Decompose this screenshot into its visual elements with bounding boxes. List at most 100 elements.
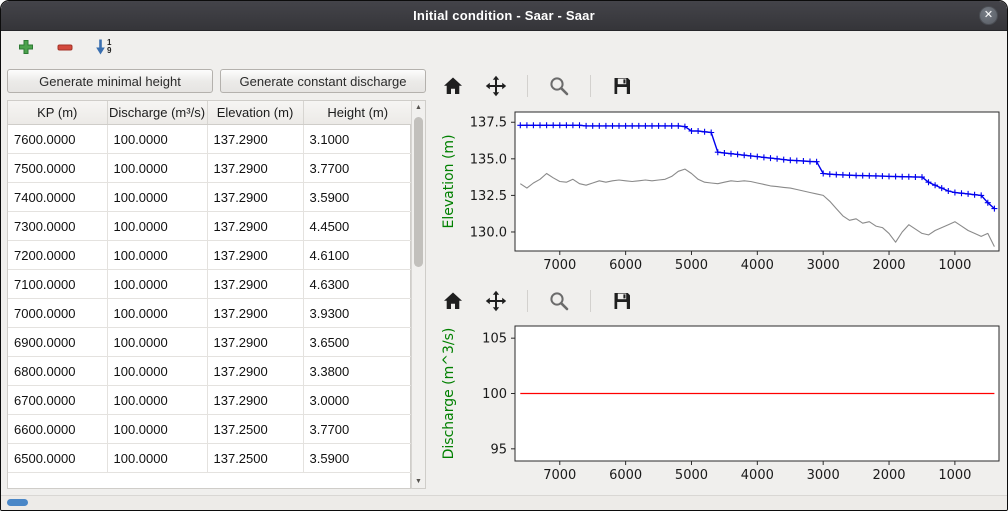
table-cell[interactable]: 100.0000 [107,183,207,212]
svg-text:Discharge (m^3/s): Discharge (m^3/s) [441,328,457,460]
table-cell[interactable]: 3.5900 [303,183,412,212]
window-title: Initial condition - Saar - Saar [413,8,595,23]
save-button[interactable] [610,74,634,98]
table-cell[interactable]: 137.2900 [207,125,303,154]
horizontal-scrollbar[interactable] [1,495,1007,510]
table-cell[interactable]: 6700.0000 [8,386,107,415]
column-header[interactable]: KP (m) [8,101,107,125]
table-cell[interactable]: 7000.0000 [8,299,107,328]
table-cell[interactable]: 3.9300 [303,299,412,328]
vertical-scrollbar-thumb[interactable] [414,117,423,267]
table-cell[interactable]: 137.2900 [207,154,303,183]
home-icon [442,75,464,97]
column-header[interactable]: Elevation (m) [207,101,303,125]
discharge-plot[interactable]: 700060005000400030002000100095100105Disc… [435,316,1005,496]
table-row: 6900.0000100.0000137.29003.6500 [8,328,412,357]
column-header[interactable]: Discharge (m³/s) [107,101,207,125]
table-cell[interactable]: 137.2900 [207,328,303,357]
generate-minimal-height-button[interactable]: Generate minimal height [7,69,213,93]
table-cell[interactable]: 7200.0000 [8,241,107,270]
table-cell[interactable]: 3.3800 [303,357,412,386]
table-cell[interactable]: 137.2900 [207,299,303,328]
pan-icon [485,75,507,97]
table-row: 7100.0000100.0000137.29004.6300 [8,270,412,299]
table-cell[interactable]: 100.0000 [107,328,207,357]
table-row: 7000.0000100.0000137.29003.9300 [8,299,412,328]
home-icon [442,290,464,312]
table-cell[interactable]: 100.0000 [107,212,207,241]
table-cell[interactable]: 3.7700 [303,415,412,444]
home-button[interactable] [441,289,465,313]
scroll-up-icon[interactable]: ▲ [412,104,425,111]
table-row: 7600.0000100.0000137.29003.1000 [8,125,412,154]
table-cell[interactable]: 6800.0000 [8,357,107,386]
svg-text:7000: 7000 [543,468,576,483]
table-cell[interactable]: 100.0000 [107,241,207,270]
delete-row-button[interactable] [54,36,76,58]
sort-arrow-icon [95,38,106,56]
sort-button[interactable]: 1 9 [93,36,113,58]
table-row: 7400.0000100.0000137.29003.5900 [8,183,412,212]
toolbar-separator [527,290,528,312]
table-cell[interactable]: 3.7700 [303,154,412,183]
toolbar-separator [527,75,528,97]
table-cell[interactable]: 3.6500 [303,328,412,357]
table-cell[interactable]: 7500.0000 [8,154,107,183]
svg-text:1000: 1000 [938,258,971,273]
pan-button[interactable] [484,74,508,98]
table-cell[interactable]: 137.2900 [207,270,303,299]
table-cell[interactable]: 3.5900 [303,444,412,473]
add-row-button[interactable] [15,36,37,58]
svg-text:2000: 2000 [872,468,905,483]
table-cell[interactable]: 7600.0000 [8,125,107,154]
pan-button[interactable] [484,289,508,313]
table-cell[interactable]: 4.6300 [303,270,412,299]
table-cell[interactable]: 6900.0000 [8,328,107,357]
table-cell[interactable]: 137.2900 [207,212,303,241]
column-header[interactable]: Height (m) [303,101,412,125]
table-cell[interactable]: 100.0000 [107,299,207,328]
elevation-plot[interactable]: 7000600050004000300020001000130.0132.513… [435,102,1005,286]
table-cell[interactable]: 100.0000 [107,125,207,154]
table-cell[interactable]: 137.2900 [207,386,303,415]
main-toolbar: 1 9 [1,30,1007,63]
table-cell[interactable]: 3.0000 [303,386,412,415]
table-cell[interactable]: 100.0000 [107,154,207,183]
table-cell[interactable]: 6600.0000 [8,415,107,444]
table-cell[interactable]: 100.0000 [107,444,207,473]
scroll-down-icon[interactable]: ▼ [412,478,425,485]
close-button[interactable]: ✕ [979,6,998,25]
table-cell[interactable]: 100.0000 [107,386,207,415]
vertical-scrollbar[interactable]: ▲ ▼ [411,100,426,489]
table-cell[interactable]: 137.2500 [207,415,303,444]
table-cell[interactable]: 4.4500 [303,212,412,241]
table-cell[interactable]: 6500.0000 [8,444,107,473]
zoom-button[interactable] [547,74,571,98]
window: Initial condition - Saar - Saar ✕ 1 [0,0,1008,511]
table-cell[interactable]: 3.1000 [303,125,412,154]
table-cell[interactable]: 7100.0000 [8,270,107,299]
table-cell[interactable]: 137.2500 [207,444,303,473]
table-cell[interactable]: 4.6100 [303,241,412,270]
svg-text:1000: 1000 [938,468,971,483]
table-cell[interactable]: 100.0000 [107,357,207,386]
table-cell[interactable]: 100.0000 [107,270,207,299]
save-button[interactable] [610,289,634,313]
zoom-button[interactable] [547,289,571,313]
svg-text:5000: 5000 [675,468,708,483]
table-cell[interactable]: 137.2900 [207,357,303,386]
table-cell[interactable]: 137.2900 [207,241,303,270]
table-row: 6800.0000100.0000137.29003.3800 [8,357,412,386]
svg-text:5000: 5000 [675,258,708,273]
table-cell[interactable]: 137.2900 [207,183,303,212]
table-row: 7200.0000100.0000137.29004.6100 [8,241,412,270]
table-cell[interactable]: 7300.0000 [8,212,107,241]
table-cell[interactable]: 100.0000 [107,415,207,444]
horizontal-scrollbar-thumb[interactable] [7,499,28,506]
table-cell[interactable]: 7400.0000 [8,183,107,212]
generate-constant-discharge-button[interactable]: Generate constant discharge [220,69,426,93]
svg-text:132.5: 132.5 [470,189,507,204]
titlebar[interactable]: Initial condition - Saar - Saar ✕ [1,1,1007,31]
home-button[interactable] [441,74,465,98]
svg-text:4000: 4000 [741,468,774,483]
